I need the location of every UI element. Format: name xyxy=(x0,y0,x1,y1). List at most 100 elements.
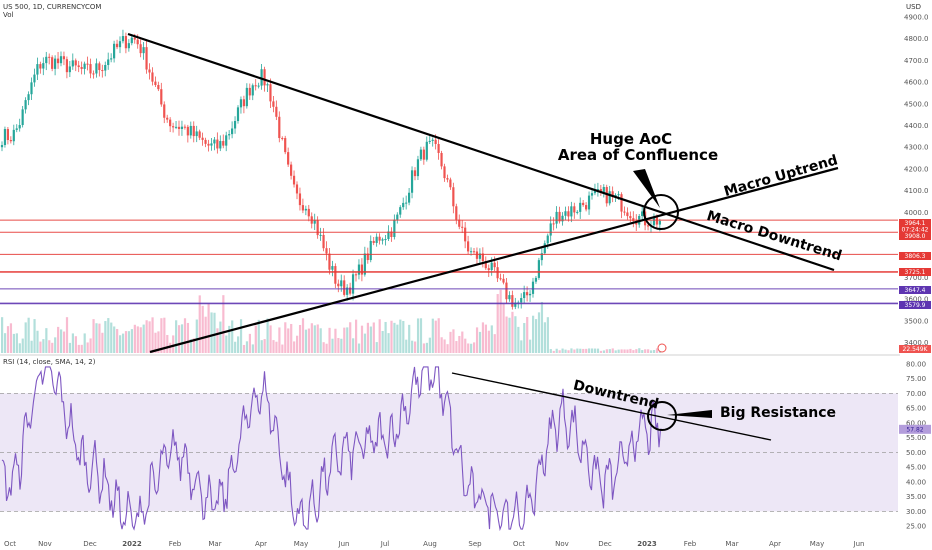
volume-bar xyxy=(626,349,629,353)
candle-body xyxy=(27,94,30,101)
volume-bar xyxy=(269,325,272,353)
volume-bar xyxy=(201,305,204,353)
volume-bar xyxy=(204,316,207,353)
candle-body xyxy=(410,170,414,193)
candle-body xyxy=(528,293,532,296)
candle-body xyxy=(384,239,387,241)
trendlines xyxy=(127,32,839,354)
candle-body xyxy=(316,220,319,236)
volume-bar xyxy=(529,339,532,353)
candle-body xyxy=(331,266,334,270)
candle-body xyxy=(570,206,573,217)
volume-bar xyxy=(617,349,620,353)
volume-bar xyxy=(151,317,154,353)
candle-body xyxy=(349,287,352,294)
resistance-circle xyxy=(647,401,677,431)
volume-bar xyxy=(349,322,352,353)
volume-bar xyxy=(499,289,502,353)
candle-body xyxy=(452,187,455,207)
price-tag-label: 3647.4 xyxy=(905,287,926,294)
volume-bar xyxy=(139,327,142,353)
candle-body xyxy=(177,126,181,130)
aoc-subtitle: Area of Confluence xyxy=(558,146,718,164)
candle-body xyxy=(446,178,449,180)
volume-bar xyxy=(316,324,319,353)
candle-body xyxy=(537,260,540,278)
candle-body xyxy=(593,190,597,194)
volume-bar xyxy=(384,321,387,353)
volume-bar xyxy=(77,344,80,353)
candle-body xyxy=(357,264,361,275)
candle-body xyxy=(487,268,490,271)
candle-body xyxy=(151,72,154,82)
volume-bar xyxy=(632,350,635,353)
aoc-circle xyxy=(643,194,679,230)
volume-bar xyxy=(313,325,316,353)
axes: 4900.0 4800.0 4700.0 4600.0 4500.0 4400.0 4300… xyxy=(4,14,929,549)
volume-bar xyxy=(74,336,77,353)
volume-bar xyxy=(543,322,546,353)
candle-body xyxy=(484,261,487,269)
rsi-downtrend-line xyxy=(451,372,772,441)
volume-bar xyxy=(608,349,611,353)
candle-body xyxy=(455,206,458,220)
candle-body xyxy=(74,60,77,66)
volume-bar xyxy=(623,349,626,353)
volume-bar xyxy=(121,333,125,353)
volume-bar xyxy=(340,338,343,353)
candle-body xyxy=(304,208,307,211)
volume-bar xyxy=(322,342,325,353)
candlesticks xyxy=(0,29,661,310)
volume-bar xyxy=(523,323,526,353)
candle-body xyxy=(154,81,157,85)
candle-body xyxy=(526,292,529,296)
candle-body xyxy=(298,193,302,206)
candle-body xyxy=(115,43,119,48)
candle-body xyxy=(292,175,296,185)
volume-bar xyxy=(337,337,340,353)
volume-bar xyxy=(231,320,234,353)
volume-bar xyxy=(42,339,45,353)
volume-bar xyxy=(549,349,552,353)
candle-body xyxy=(281,138,284,140)
volume-bar xyxy=(378,319,381,353)
volume-bar xyxy=(352,338,355,353)
time-tick-label: Oct xyxy=(513,540,525,548)
volume-bar xyxy=(83,333,86,353)
volume-bar xyxy=(596,348,600,353)
volume-bar xyxy=(160,318,163,353)
volume-bar xyxy=(254,325,257,353)
candle-body xyxy=(42,63,45,69)
candle-body xyxy=(295,184,299,194)
candle-body xyxy=(614,195,617,197)
volume-bar xyxy=(443,339,446,353)
candle-body xyxy=(402,202,405,208)
price-tick-label: 4200.0 xyxy=(904,165,929,173)
volume-bar xyxy=(89,338,92,353)
volume-bar xyxy=(281,344,284,353)
volume-bar xyxy=(593,348,597,353)
volume-bar xyxy=(390,320,393,353)
candle-body xyxy=(77,65,80,68)
volume-bar xyxy=(21,338,24,353)
volume-bar xyxy=(219,321,222,353)
candle-body xyxy=(508,295,511,300)
volume-bar xyxy=(325,343,328,353)
volume-bar xyxy=(638,348,641,353)
candle-body xyxy=(576,211,579,213)
volume-bar xyxy=(248,333,251,353)
candle-body xyxy=(121,36,125,42)
candle-body xyxy=(263,69,266,86)
macro-uptrend-line xyxy=(149,166,839,354)
volume-bar xyxy=(591,348,594,353)
time-tick-label: Oct xyxy=(4,540,16,548)
candle-body xyxy=(201,137,204,140)
candle-body xyxy=(381,239,384,241)
volume-bar xyxy=(3,333,7,353)
candle-body xyxy=(98,63,101,71)
volume-bar xyxy=(39,341,42,353)
candle-body xyxy=(490,262,493,271)
time-tick-label: Jun xyxy=(338,540,350,548)
aoc-title: Huge AoC xyxy=(590,130,672,148)
price-tick-label: 3400.0 xyxy=(904,339,929,347)
